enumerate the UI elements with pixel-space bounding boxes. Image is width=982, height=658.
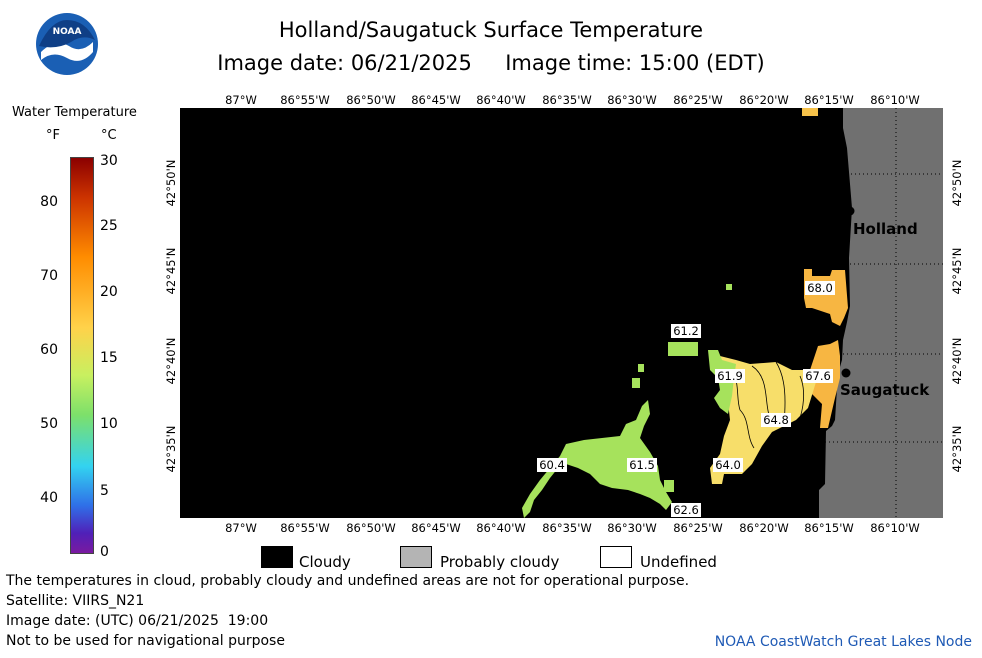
land-area <box>819 108 943 518</box>
temperature-color-bar <box>70 157 94 554</box>
key-undefined-swatch <box>600 546 632 568</box>
city-label-holland: Holland <box>853 220 918 238</box>
latitude-label-right: 42°40'N <box>950 337 964 385</box>
navigation-disclaimer: Not to be used for navigational purpose <box>6 633 285 649</box>
temperature-label-bg <box>805 281 835 295</box>
key-probably-cloudy-swatch <box>400 546 432 568</box>
key-probably-cloudy-label: Probably cloudy <box>440 553 560 571</box>
holland-marker <box>845 206 855 216</box>
cloud-cover-area <box>180 108 943 518</box>
temperature-label-bg <box>537 458 567 472</box>
temperature-label-bg <box>627 458 657 472</box>
temperature-label-bg <box>671 324 701 338</box>
city-label-saugatuck: Saugatuck <box>840 381 930 399</box>
temperature-labels: 68.0 61.2 61.9 67.6 64.8 64.0 60.4 61.5 62.6 <box>537 281 835 517</box>
key-cloudy-label: Cloudy <box>299 553 351 571</box>
latitude-label-right: 42°35'N <box>950 425 964 473</box>
longitude-label-bottom: 86°10'W <box>870 521 920 535</box>
saugatuck-marker <box>841 368 851 378</box>
celsius-tick-0: 0 <box>100 544 109 560</box>
longitude-label-top: 86°55'W <box>280 93 330 107</box>
longitude-label-bottom: 86°20'W <box>739 521 789 535</box>
utc-image-date: Image date: (UTC) 06/21/2025 19:00 <box>6 613 269 629</box>
longitude-label-top: 86°10'W <box>870 93 920 107</box>
temperature-label-bg <box>671 503 701 517</box>
temperature-label-bg <box>761 413 791 427</box>
credit-line: NOAA CoastWatch Great Lakes Node <box>714 634 972 650</box>
saugatuck-warm-water <box>808 340 840 428</box>
temperature-map: 68.0 61.2 61.9 67.6 64.8 64.0 60.4 61.5 62.6 <box>180 108 943 518</box>
noaa-logo: NOAA <box>36 13 98 75</box>
longitude-label-bottom: 86°15'W <box>804 521 854 535</box>
temperature-label: 61.9 <box>717 369 743 383</box>
latitude-label-right: 42°50'N <box>950 159 964 207</box>
satellite-info: Satellite: VIIRS_N21 <box>6 593 145 609</box>
graticule <box>825 108 943 518</box>
longitude-label-top: 86°45'W <box>411 93 461 107</box>
temperature-label-bg <box>715 369 745 383</box>
longitude-label-bottom: 86°40'W <box>476 521 526 535</box>
longitude-label-top: 86°40'W <box>476 93 526 107</box>
longitude-label-top: 86°50'W <box>346 93 396 107</box>
warm-patch-top <box>802 108 818 116</box>
longitude-label-top: 87°W <box>225 93 257 107</box>
longitude-label-bottom: 87°W <box>225 521 257 535</box>
celsius-tick-25: 25 <box>100 218 118 234</box>
celsius-tick-20: 20 <box>100 284 118 300</box>
temperature-label-bg <box>713 458 743 472</box>
fahrenheit-tick-70: 70 <box>40 268 58 284</box>
temperature-label: 61.2 <box>673 324 699 338</box>
longitude-label-bottom: 86°45'W <box>411 521 461 535</box>
celsius-tick-10: 10 <box>100 416 118 432</box>
longitude-label-top: 86°25'W <box>673 93 723 107</box>
celsius-tick-15: 15 <box>100 350 118 366</box>
longitude-label-top: 86°30'W <box>607 93 657 107</box>
key-undefined-label: Undefined <box>640 553 717 571</box>
longitude-label-bottom: 86°55'W <box>280 521 330 535</box>
southwest-green-water <box>522 400 672 518</box>
longitude-label-top: 86°20'W <box>739 93 789 107</box>
legend-title: Water Temperature <box>12 105 137 120</box>
fahrenheit-tick-40: 40 <box>40 490 58 506</box>
celsius-tick-30: 30 <box>100 153 118 169</box>
longitude-label-bottom: 86°50'W <box>346 521 396 535</box>
fahrenheit-tick-80: 80 <box>40 194 58 210</box>
temperature-label-bg <box>803 369 833 383</box>
temperature-label: 67.6 <box>805 369 831 383</box>
latitude-label-left: 42°45'N <box>164 247 178 295</box>
patch-61-2 <box>668 342 698 356</box>
unit-celsius: °C <box>101 128 117 143</box>
page-title: Holland/Saugatuck Surface Temperature <box>278 18 704 42</box>
temperature-label: 64.0 <box>715 458 741 472</box>
temperature-label: 60.4 <box>539 458 565 472</box>
celsius-tick-5: 5 <box>100 483 109 499</box>
temperature-label: 62.6 <box>673 503 699 517</box>
longitude-label-top: 86°35'W <box>542 93 592 107</box>
image-date-time: Image date: 06/21/2025 Image time: 15:00… <box>217 51 765 75</box>
svg-text:NOAA: NOAA <box>53 27 82 37</box>
key-cloudy-swatch <box>261 546 293 568</box>
unit-fahrenheit: °F <box>46 128 60 143</box>
latitude-label-left: 42°35'N <box>164 425 178 473</box>
longitude-label-bottom: 86°30'W <box>607 521 657 535</box>
fahrenheit-tick-50: 50 <box>40 416 58 432</box>
disclaimer-cloud: The temperatures in cloud, probably clou… <box>6 573 690 589</box>
temperature-label: 64.8 <box>763 413 789 427</box>
latitude-label-left: 42°40'N <box>164 337 178 385</box>
longitude-label-top: 86°15'W <box>804 93 854 107</box>
latitude-label-right: 42°45'N <box>950 247 964 295</box>
longitude-label-bottom: 86°35'W <box>542 521 592 535</box>
temperature-label: 68.0 <box>807 281 833 295</box>
fahrenheit-tick-60: 60 <box>40 342 58 358</box>
latitude-label-left: 42°50'N <box>164 159 178 207</box>
longitude-label-bottom: 86°25'W <box>673 521 723 535</box>
temperature-label: 61.5 <box>629 458 655 472</box>
